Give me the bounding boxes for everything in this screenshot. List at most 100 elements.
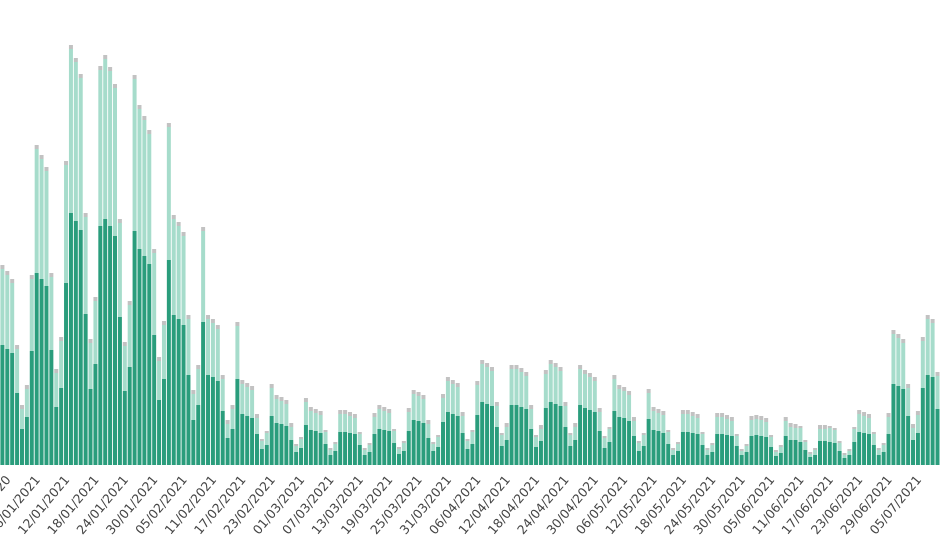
bar-segment: [793, 424, 798, 428]
bar-segment: [147, 134, 152, 264]
bar-segment: [161, 325, 166, 379]
bar-segment: [930, 319, 935, 323]
bar-segment: [911, 424, 916, 428]
bar-segment: [773, 452, 778, 456]
bar-segment: [524, 409, 529, 465]
bar-segment: [553, 404, 558, 465]
bar-segment: [627, 421, 632, 465]
bar-segment: [137, 249, 142, 465]
bar-segment: [651, 430, 656, 465]
bar-segment: [690, 433, 695, 465]
bar-segment: [387, 413, 392, 431]
bar-segment: [573, 427, 578, 440]
bar-segment: [250, 418, 255, 465]
bar-segment: [558, 406, 563, 465]
bar-segment: [558, 367, 563, 371]
bar-segment: [813, 448, 818, 450]
bar-segment: [783, 417, 788, 421]
bar-segment: [671, 455, 676, 465]
bar-segment: [34, 145, 39, 149]
bar-segment: [837, 451, 842, 465]
bar-segment: [83, 314, 88, 465]
bar-segment: [695, 418, 700, 434]
bar-segment: [509, 405, 514, 465]
bar-segment: [876, 455, 881, 465]
bar-segment: [210, 377, 215, 465]
bar-segment: [269, 416, 274, 465]
bar-segment: [362, 455, 367, 465]
bar-segment: [259, 441, 264, 449]
bar-segment: [113, 236, 117, 465]
bar-segment: [186, 319, 191, 375]
bar-segment: [357, 445, 362, 465]
bar-segment: [832, 430, 837, 443]
bar-segment: [827, 442, 832, 465]
bar-segment: [749, 420, 754, 436]
bar-segment: [73, 62, 78, 221]
bar-segment: [10, 283, 15, 353]
bar-segment: [866, 418, 871, 434]
bar-segment: [896, 338, 901, 386]
bar-segment: [450, 384, 455, 414]
bar-segment: [416, 392, 421, 396]
bar-segment: [592, 377, 597, 381]
bar-segment: [254, 434, 259, 465]
bar-segment: [15, 349, 20, 393]
bar-segment: [416, 421, 421, 465]
bar-segment: [538, 441, 543, 465]
bar-segment: [387, 431, 392, 465]
bar-segment: [622, 391, 627, 418]
bar-segment: [450, 380, 455, 384]
bar-segment: [494, 402, 499, 406]
bar-segment: [460, 433, 465, 465]
bar-segment: [832, 428, 837, 430]
bar-segment: [0, 269, 5, 345]
bar-segment: [485, 367, 490, 404]
bar-segment: [10, 279, 15, 283]
bar-segment: [64, 165, 69, 283]
bar-segment: [132, 75, 137, 79]
bar-segment: [348, 433, 352, 465]
bar-segment: [822, 429, 827, 441]
bar-segment: [5, 349, 10, 465]
bar-segment: [720, 413, 725, 417]
bar-segment: [857, 410, 862, 414]
bar-segment: [93, 364, 98, 465]
bar-segment: [759, 416, 764, 420]
bar-segment: [935, 409, 940, 465]
bar-segment: [323, 430, 328, 432]
bar-segment: [49, 350, 54, 465]
bar-segment: [206, 375, 211, 465]
bar-segment: [622, 387, 627, 391]
bar-segment: [73, 221, 78, 465]
bar-segment: [348, 416, 352, 433]
bar-segment: [171, 215, 176, 219]
bar-segment: [259, 439, 264, 441]
bar-segment: [367, 443, 372, 445]
bar-segment: [142, 116, 147, 120]
bar-segment: [764, 418, 769, 422]
bar-segment: [59, 341, 64, 388]
bar-segment: [881, 452, 886, 465]
bar-segment: [235, 322, 240, 326]
bar-segment: [250, 386, 255, 390]
bar-segment: [617, 385, 622, 389]
bar-segment: [915, 433, 920, 465]
bar-segment: [876, 450, 881, 455]
bar-segment: [690, 416, 695, 433]
bar-segment: [215, 329, 220, 381]
bar-segment: [343, 432, 348, 465]
bar-segment: [225, 420, 230, 424]
bar-segment: [901, 389, 906, 465]
bar-segment: [122, 342, 127, 346]
bar-segment: [915, 411, 920, 415]
bar-segment: [279, 424, 284, 465]
bar-segment: [583, 408, 587, 465]
bar-segment: [724, 415, 729, 419]
bar-segment: [783, 436, 788, 465]
bar-segment: [475, 415, 480, 465]
bar-segment: [29, 351, 34, 465]
bar-segment: [548, 360, 553, 364]
bar-segment: [426, 424, 431, 438]
bar-segment: [406, 431, 411, 465]
